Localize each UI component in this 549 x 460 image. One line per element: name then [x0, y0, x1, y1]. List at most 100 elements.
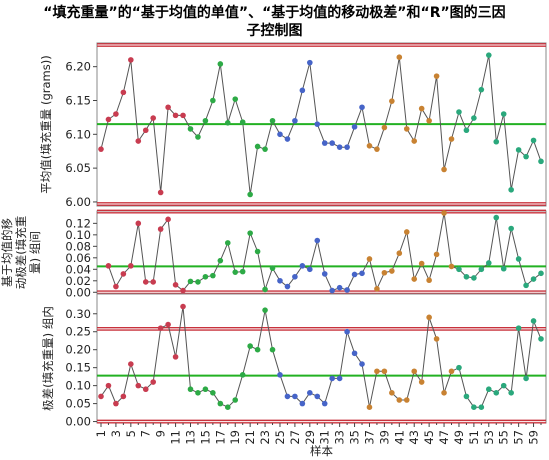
x-tick-label: 39 — [377, 430, 391, 445]
data-point — [359, 361, 365, 367]
data-point — [299, 400, 306, 407]
data-point — [202, 273, 209, 280]
data-point — [292, 393, 298, 400]
data-point — [351, 124, 358, 130]
y-tick-label: 0.30 — [65, 307, 91, 321]
data-point — [247, 343, 253, 349]
data-point — [336, 284, 343, 291]
data-point — [157, 226, 164, 232]
group-axis-label-line: 动极差(填充重 — [14, 216, 28, 290]
data-point — [195, 134, 201, 140]
data-point — [344, 328, 350, 335]
data-point — [224, 404, 231, 410]
data-point — [113, 111, 119, 117]
data-point — [187, 126, 194, 132]
x-tick-label: 51 — [467, 430, 481, 445]
data-point — [396, 54, 403, 61]
y-tick-label: 0.15 — [65, 361, 91, 375]
data-point — [172, 354, 179, 360]
data-point — [411, 276, 418, 282]
x-tick-label: 21 — [243, 430, 257, 445]
data-point — [321, 140, 328, 146]
data-point — [165, 104, 171, 111]
data-point — [374, 368, 380, 375]
data-point — [262, 146, 268, 152]
data-point — [329, 140, 335, 146]
data-point — [224, 120, 231, 126]
data-point — [135, 382, 142, 389]
data-point — [478, 266, 485, 273]
data-point — [381, 269, 388, 276]
data-point — [217, 400, 224, 407]
data-point — [530, 276, 537, 282]
data-point — [456, 266, 462, 273]
data-point — [515, 147, 522, 153]
data-point — [142, 279, 149, 285]
data-point — [254, 346, 261, 353]
x-tick-label: 29 — [303, 430, 317, 445]
data-point — [113, 400, 119, 407]
data-point — [314, 121, 321, 127]
data-point — [254, 248, 261, 255]
data-point — [277, 372, 283, 378]
y-tick-label: 0.05 — [65, 397, 91, 411]
data-point — [202, 386, 209, 393]
x-tick-label: 43 — [407, 430, 421, 445]
data-point — [508, 186, 514, 193]
data-point — [247, 230, 253, 236]
y-tick-label: 0.00 — [65, 285, 91, 299]
x-tick-label: 15 — [198, 430, 212, 445]
data-point — [351, 271, 358, 278]
data-point — [157, 325, 164, 331]
data-point — [381, 368, 388, 375]
data-point — [530, 137, 537, 144]
data-point — [448, 136, 455, 142]
y-tick-label: 0.08 — [65, 239, 91, 253]
x-tick-label: 13 — [183, 430, 197, 445]
group-axis-label-line: 基于均值的移 — [0, 218, 14, 287]
data-point — [418, 105, 425, 112]
x-tick-label: 3 — [109, 430, 123, 437]
y-axis-label: 平均值(填充重量 (grams)) — [39, 55, 53, 193]
data-point — [254, 143, 261, 150]
data-point — [374, 286, 380, 292]
data-point — [426, 314, 432, 321]
data-point — [195, 390, 201, 396]
data-point — [239, 119, 246, 125]
data-point — [329, 375, 335, 382]
data-point — [307, 266, 313, 273]
data-point — [262, 307, 268, 313]
moving-range-panel: 0.000.020.040.060.080.100.12 — [65, 209, 547, 299]
data-point — [411, 138, 418, 144]
data-point — [433, 251, 440, 258]
data-point — [135, 138, 142, 144]
data-point — [478, 86, 485, 93]
data-point — [269, 346, 276, 353]
data-point — [314, 237, 321, 244]
data-point — [98, 393, 104, 400]
data-point — [150, 279, 157, 285]
data-point — [329, 287, 335, 294]
data-point — [277, 277, 283, 284]
y-tick-label: 6.20 — [65, 60, 91, 74]
y-tick-label: 0.25 — [65, 325, 91, 339]
data-point — [344, 144, 350, 150]
y-tick-label: 0.04 — [65, 262, 91, 276]
x-tick-label: 9 — [154, 430, 168, 437]
data-point — [463, 273, 470, 280]
x-tick-label: 49 — [452, 430, 466, 445]
data-point — [284, 283, 291, 290]
data-point — [538, 270, 544, 277]
y-tick-label: 0.10 — [65, 228, 91, 242]
data-point — [418, 379, 425, 385]
data-point — [307, 59, 313, 66]
x-tick-label: 23 — [258, 430, 272, 445]
data-point — [180, 287, 186, 294]
data-point — [441, 210, 447, 216]
data-point — [128, 263, 134, 269]
data-point — [500, 111, 507, 117]
data-point — [359, 104, 365, 111]
data-point — [336, 144, 343, 150]
data-point — [299, 87, 306, 94]
data-point — [463, 127, 470, 134]
